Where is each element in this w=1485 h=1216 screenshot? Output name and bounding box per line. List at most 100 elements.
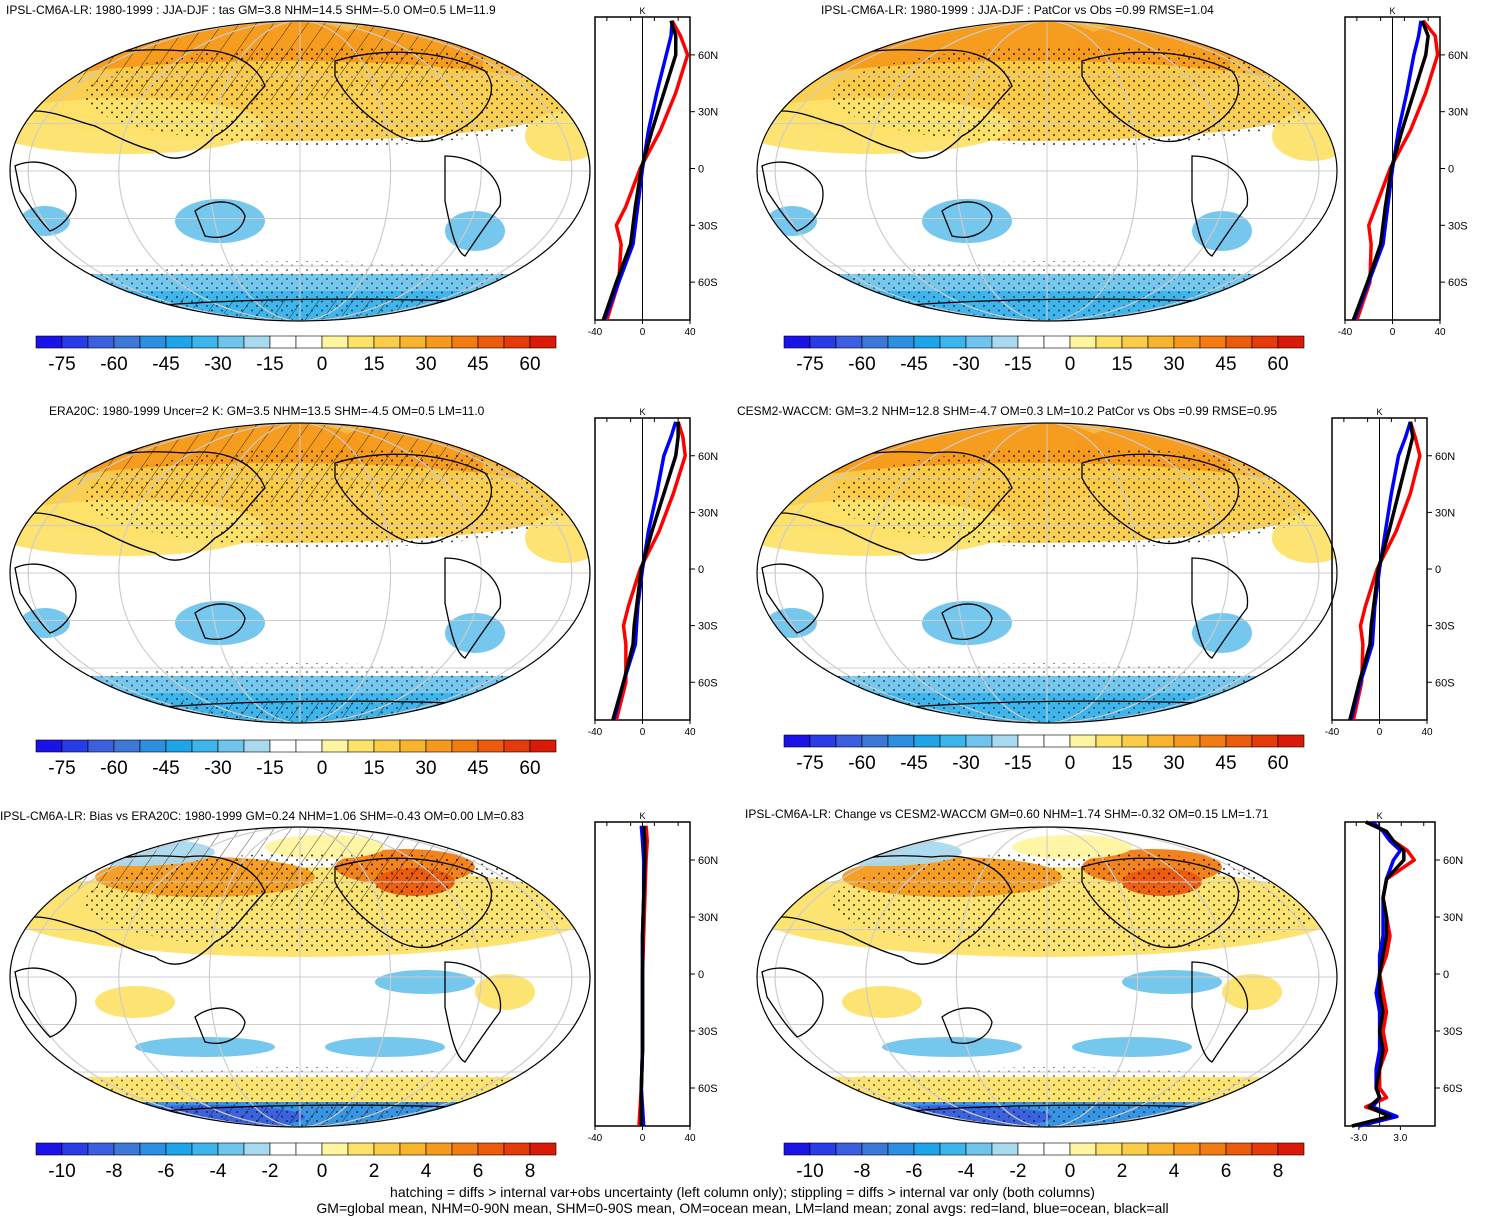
colorbar-swatch [835,335,863,349]
zonal-ytick-label: 30S [1448,220,1468,232]
colorbar-swatch [451,335,479,349]
colorbar-swatch [243,335,271,349]
colorbar-swatch [165,335,193,349]
colorbar-label: -15 [1004,354,1031,375]
colorbar-swatch [477,335,505,349]
colorbar-label: -6 [906,1161,923,1182]
zonal-xtick-label: -40 [1338,327,1353,338]
footer-note-means: GM=global mean, NHM=0-90N mean, SHM=0-90… [316,1200,1169,1216]
colorbar-swatch [1277,335,1305,349]
zonal-xtick-label: 0 [640,327,646,338]
colorbar-swatch [113,335,141,349]
zonal-plot-2: K 60N 30N 0 30S 60S -40 0 40 [1338,6,1468,338]
zonal-xtick-label: 3.0 [1393,1133,1407,1144]
zonal-xtick-label: -40 [1325,727,1340,738]
colorbar-label: -30 [204,758,231,779]
colorbar-swatch [1173,734,1201,748]
map-panel-6 [756,826,1338,1128]
colorbar-label: -10 [796,1161,823,1182]
zonal-ytick-label: 30N [1443,912,1463,924]
colorbar-label: 2 [369,1161,380,1182]
colorbar-label: 0 [1065,1161,1076,1182]
zonal-xtick-label: -3.0 [1350,1133,1368,1144]
colorbar-label: -75 [48,758,75,779]
colorbar-swatch [295,335,323,349]
colorbar-swatch [1225,1142,1253,1156]
colorbar-swatch [965,734,993,748]
zonal-ytick-label: 0 [698,164,704,176]
colorbar-swatch [809,734,837,748]
colorbar-swatch [321,1142,349,1156]
colorbar-label: 30 [1163,354,1184,375]
colorbar-swatch [1277,734,1305,748]
colorbar-label: -15 [256,354,283,375]
colorbar-swatch [1017,1142,1045,1156]
colorbar-swatch [1017,335,1045,349]
zonal-xtick-label: 40 [684,1133,696,1144]
colorbar-swatch [191,739,219,753]
panel-title-2: IPSL-CM6A-LR: 1980-1999 : JJA-DJF : PatC… [821,3,1214,17]
colorbar-label: -75 [796,354,823,375]
colorbar-swatch [269,739,297,753]
colorbar-label: 60 [519,758,540,779]
colorbar-swatch [399,1142,427,1156]
colorbar-swatch [373,335,401,349]
zonal-ytick-label: 60N [1448,50,1468,62]
colorbar-swatch [35,739,63,753]
zonal-xtick-label: 40 [1421,727,1433,738]
zonal-ytick-label: 60S [1435,677,1455,689]
colorbar-swatch [295,739,323,753]
colorbar-swatch [1095,1142,1123,1156]
map-panel-5 [9,826,591,1128]
colorbar-swatch [1069,734,1097,748]
colorbar-label: 45 [1215,354,1236,375]
zonal-xtick-label: 40 [684,327,696,338]
colorbar-swatch [1095,734,1123,748]
colorbar-label: -30 [952,354,979,375]
colorbar-label: -30 [952,753,979,774]
colorbar-label: -2 [1010,1161,1027,1182]
zonal-ytick-label: 0 [698,564,704,576]
colorbar-label: 30 [1163,753,1184,774]
zonal-ytick-label: 60N [698,855,718,867]
panel-title-5: IPSL-CM6A-LR: Bias vs ERA20C: 1980-1999 … [0,809,524,823]
colorbar-swatch [347,739,375,753]
colorbar-label: -8 [106,1161,123,1182]
zonal-line-all [601,20,678,321]
colorbar-swatch [1147,734,1175,748]
map-field [757,423,1337,723]
colorbar-swatch [165,1142,193,1156]
colorbar-swatch [1147,1142,1175,1156]
zonal-line-all [639,825,647,1126]
zonal-ytick-label: 60N [698,451,718,463]
colorbar-label: -60 [100,758,127,779]
colorbar-label: -60 [848,753,875,774]
colorbar-label: 2 [1117,1161,1128,1182]
colorbar-swatch [217,1142,245,1156]
colorbar-label: -8 [854,1161,871,1182]
map-panel-1 [9,20,591,322]
colorbar-swatch [425,1142,453,1156]
colorbar-swatch [1251,335,1279,349]
colorbar-label: 15 [1111,354,1132,375]
colorbar-swatch [913,335,941,349]
colorbar-swatch [1199,335,1227,349]
colorbar-swatch [139,1142,167,1156]
colorbar-swatch [783,734,811,748]
colorbar-swatch [887,734,915,748]
colorbar-swatch [373,1142,401,1156]
colorbar-label: 0 [1065,354,1076,375]
map-field [757,827,1337,1127]
colorbar-label: 60 [1267,753,1288,774]
colorbar-swatch [243,1142,271,1156]
colorbar-swatch [1121,1142,1149,1156]
colorbar-swatch [113,1142,141,1156]
zonal-ytick-label: 0 [1448,164,1454,176]
colorbar-label: 15 [363,354,384,375]
colorbar-label: -15 [1004,753,1031,774]
colorbar-swatch [165,739,193,753]
colorbar-swatch [965,1142,993,1156]
colorbar-swatch [939,734,967,748]
colorbar-swatch [87,1142,115,1156]
zonal-xtick-label: -40 [588,327,603,338]
